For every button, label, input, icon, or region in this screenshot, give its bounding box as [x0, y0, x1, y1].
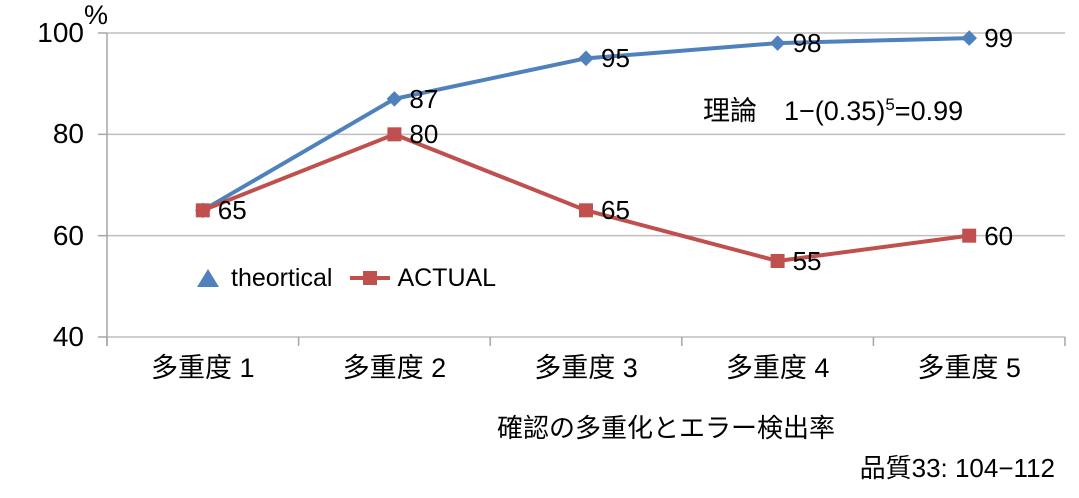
y-axis-label: 100 [37, 17, 84, 48]
annotation-prefix: 理論 [703, 96, 757, 126]
square-marker [962, 228, 977, 243]
diamond-marker [769, 35, 786, 51]
line-square-marker-icon [350, 270, 391, 286]
data-label: 55 [792, 246, 822, 276]
x-axis-label: 多重度 1 [151, 353, 255, 383]
y-axis-label: 40 [52, 321, 84, 352]
citation: 品質33: 104−112 [859, 453, 1055, 483]
x-axis-label: 多重度 4 [725, 353, 830, 383]
formula-suffix: =0.99 [894, 96, 964, 126]
square-marker [387, 127, 402, 142]
data-label: 65 [217, 195, 247, 226]
data-label: 95 [601, 43, 630, 74]
y-axis-label: 60 [52, 219, 84, 251]
chart-title: 確認の多重化とエラー検出率 [497, 413, 836, 443]
data-label: 80 [409, 119, 439, 150]
data-label: 99 [984, 23, 1014, 54]
data-label: 98 [792, 28, 822, 59]
x-axis-label: 多重度 2 [342, 353, 447, 383]
series-line-ACTUAL [200, 132, 972, 263]
diamond-marker [578, 50, 594, 67]
legend-label-theoretical: theortical [231, 264, 333, 292]
annotation: 理論 1−(0.35)5=0.99 [703, 89, 963, 127]
legend: theortical ACTUAL [197, 263, 496, 293]
triangle-marker-icon [197, 269, 219, 287]
annotation-formula: 1−(0.35)5=0.99 [784, 95, 964, 126]
square-marker [195, 203, 210, 218]
x-axis-label: 多重度 3 [534, 353, 638, 383]
data-label: 65 [601, 195, 630, 226]
formula-exponent: 5 [885, 95, 895, 114]
square-marker [579, 203, 593, 218]
data-label: 60 [984, 220, 1014, 251]
x-axis-label: 多重度 5 [917, 353, 1021, 383]
legend-label-actual: ACTUAL [397, 264, 497, 292]
square-marker [770, 254, 785, 268]
y-axis-unit-label: % [84, 0, 109, 30]
data-label: 87 [409, 83, 439, 114]
y-axis-label: 80 [52, 118, 84, 150]
formula-base: 1−(0.35) [784, 96, 886, 126]
